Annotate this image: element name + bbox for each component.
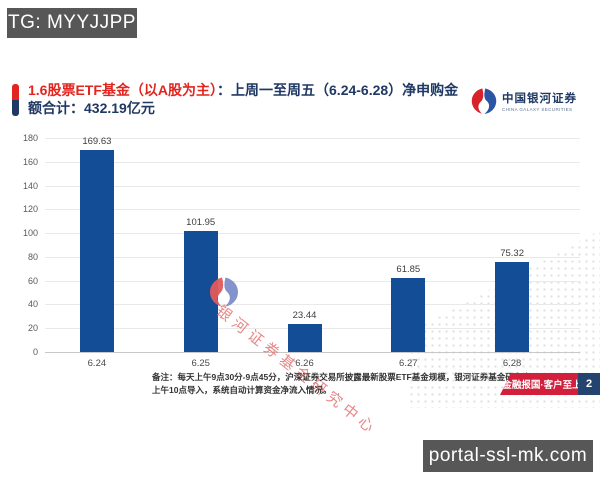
bar-value-label: 169.63	[82, 136, 112, 148]
gridline	[45, 138, 580, 139]
gridline	[45, 233, 580, 235]
galaxy-logo-name-en: CHINA GALAXY SECURITIES	[502, 107, 573, 112]
x-axis-label: 6.25	[191, 358, 210, 369]
y-axis-tick: 80	[27, 251, 38, 262]
y-axis-tick: 120	[22, 204, 38, 215]
x-axis-label: 6.28	[502, 358, 522, 369]
page-number: 2	[585, 378, 593, 390]
title-accent-bar	[12, 84, 19, 116]
tg-watermark-badge: TG: MYYJJPP	[7, 8, 137, 38]
watermark-galaxy-swirl-icon	[210, 277, 238, 307]
site-watermark-badge: portal-ssl-mk.com	[423, 440, 593, 472]
bar	[391, 278, 426, 352]
x-axis-label: 6.26	[295, 358, 314, 369]
galaxy-logo: 中国银河证券 CHINA GALAXY SECURITIES	[470, 85, 590, 117]
y-axis-tick: 180	[22, 133, 38, 143]
bar	[495, 262, 530, 352]
x-axis-label: 6.27	[399, 358, 418, 369]
bar-chart: 银河证券基金研究中心 180 160 140 120 100 80 60 40 20 0 169.6…	[0, 130, 600, 439]
site-watermark-text: portal-ssl-mk.com	[428, 445, 588, 466]
title-blue-segment-2: 额合计：432.19亿元	[28, 100, 155, 116]
footnote-line-1: 备注：每天上午9点30分-9点45分，沪深证券交易所披露最新股票ETF基金规模，…	[152, 372, 540, 382]
footnote-line-2: 上午10点导入，系统自动计算资金净流入情况。	[152, 385, 332, 395]
gridline	[45, 256, 580, 258]
x-axis-label: 6.24	[87, 358, 107, 369]
y-axis-tick: 100	[22, 228, 38, 239]
gridline	[45, 185, 580, 187]
x-axis-line	[45, 352, 580, 353]
y-axis-tick: 0	[32, 347, 38, 357]
galaxy-swirl-icon	[471, 88, 497, 114]
title-blue-segment-1: ：上周一至周五（6.24-6.28）净申购金	[217, 82, 459, 98]
slide-title: 1.6股票ETF基金（以A股为主）：上周一至周五（6.24-6.28）净申购金额…	[28, 81, 473, 117]
y-axis-tick: 20	[27, 323, 38, 334]
title-red-segment: 1.6股票ETF基金（以A股为主）	[28, 82, 218, 98]
gridline	[45, 161, 580, 163]
bar-value-label: 75.32	[500, 248, 524, 260]
gridline	[45, 304, 580, 306]
bar-value-label: 101.95	[186, 216, 216, 228]
galaxy-logo-name-cn: 中国银河证券	[502, 93, 577, 105]
bar-value-label: 23.44	[292, 310, 317, 322]
y-axis-tick: 60	[27, 275, 38, 286]
bar-value-label: 61.85	[396, 264, 421, 276]
slogan-banner: 金融报国·客户至上	[500, 373, 578, 395]
gridline	[45, 209, 580, 211]
slogan-text: 金融报国·客户至上	[502, 380, 582, 391]
bar	[287, 324, 322, 352]
y-axis-tick: 160	[22, 156, 38, 167]
gridline	[45, 280, 580, 282]
bar	[79, 150, 114, 352]
y-axis-tick: 140	[22, 180, 38, 191]
y-axis-tick: 40	[27, 299, 38, 310]
tg-watermark-text: TG: MYYJJPP	[8, 12, 136, 33]
footnote: 备注：每天上午9点30分-9点45分，沪深证券交易所披露最新股票ETF基金规模，…	[152, 371, 584, 397]
page-number-badge: 2	[578, 373, 600, 395]
galaxy-logo-text: 中国银河证券 CHINA GALAXY SECURITIES	[502, 90, 577, 112]
